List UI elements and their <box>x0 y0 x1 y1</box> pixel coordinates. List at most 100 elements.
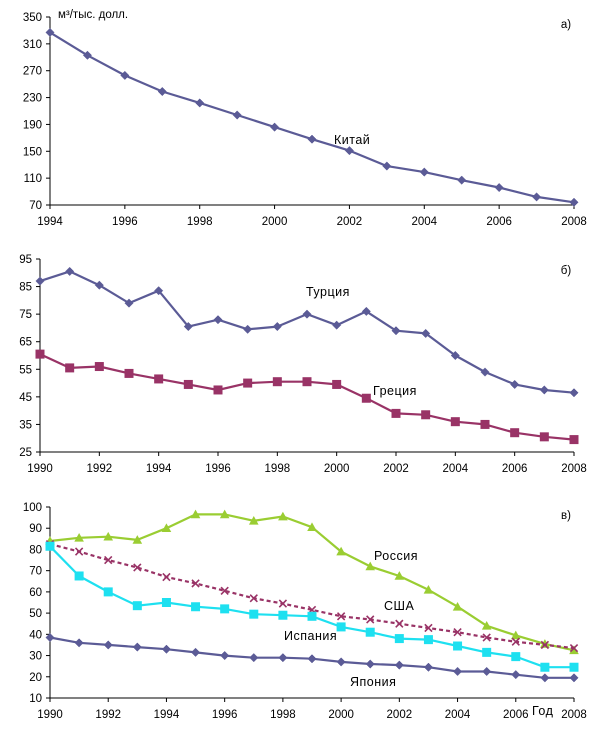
data-point <box>45 632 55 643</box>
x-tick-label: 2008 <box>561 216 587 228</box>
y-tick-label: 100 <box>23 502 42 514</box>
data-point <box>302 309 312 319</box>
y-tick-label: 25 <box>19 447 32 459</box>
series-1 <box>45 27 579 207</box>
x-tick-label: 1996 <box>205 463 231 475</box>
y-tick-label: 310 <box>23 39 42 51</box>
x-tick-label: 1990 <box>37 709 63 721</box>
x-tick-label: 1992 <box>87 463 113 475</box>
x-tick-label: 1994 <box>154 709 180 721</box>
x-tick-label: 1994 <box>146 463 172 475</box>
data-point <box>307 611 317 621</box>
y-tick-label: 20 <box>29 672 42 684</box>
data-point <box>191 647 201 657</box>
data-point <box>103 587 113 597</box>
x-tick-label: 1990 <box>27 463 53 475</box>
data-point <box>74 532 84 542</box>
data-point <box>494 182 504 193</box>
data-point <box>243 324 253 334</box>
data-point <box>45 27 55 37</box>
data-point <box>220 651 230 661</box>
data-point <box>453 628 462 637</box>
data-point <box>133 563 142 572</box>
data-point <box>272 321 282 332</box>
data-point <box>94 362 104 372</box>
series-label: Турция <box>306 285 350 299</box>
data-point <box>94 280 104 290</box>
data-point <box>569 388 579 398</box>
data-point <box>161 523 172 533</box>
x-tick-label: 2004 <box>443 463 469 475</box>
series-label: Китай <box>334 133 370 147</box>
data-point <box>272 377 282 387</box>
data-point <box>332 379 342 389</box>
y-tick-label: 70 <box>29 200 42 212</box>
series-line <box>49 31 575 204</box>
x-tick-label: 1996 <box>212 709 238 721</box>
data-point <box>391 408 401 418</box>
x-tick-label: 2006 <box>502 463 528 475</box>
y-tick-label: 230 <box>23 93 42 105</box>
data-point <box>74 571 84 581</box>
data-point <box>35 276 45 286</box>
data-point <box>195 98 205 108</box>
series-3 <box>45 541 579 672</box>
x-tick-label: 2002 <box>383 463 409 475</box>
data-point <box>482 647 492 657</box>
data-point <box>510 630 521 640</box>
data-point <box>482 633 491 642</box>
data-point <box>270 122 280 132</box>
y-tick-label: 90 <box>29 523 42 535</box>
data-point <box>120 70 130 80</box>
y-tick-label: 190 <box>23 119 42 131</box>
data-point <box>45 541 55 551</box>
data-point <box>532 192 542 202</box>
series-label: США <box>384 599 414 613</box>
series-line <box>49 545 574 669</box>
y-tick-label: 30 <box>29 651 42 663</box>
data-point <box>154 374 164 384</box>
panel-label: а) <box>561 19 571 31</box>
data-point <box>249 594 258 603</box>
y-tick-label: 110 <box>24 173 42 185</box>
data-point <box>510 428 520 438</box>
x-tick-label: 2004 <box>411 216 437 228</box>
data-point <box>307 654 317 664</box>
x-tick-label: 1996 <box>112 216 138 228</box>
data-point <box>191 602 201 612</box>
data-point <box>569 435 579 445</box>
data-point <box>539 432 549 442</box>
data-point <box>482 666 492 677</box>
data-point <box>569 643 579 653</box>
series-2 <box>35 349 579 445</box>
x-tick-label: 2006 <box>486 216 512 228</box>
data-point <box>366 615 375 624</box>
y-tick-label: 85 <box>19 282 32 294</box>
data-point <box>154 286 164 296</box>
data-point <box>190 509 201 519</box>
data-point <box>365 659 375 669</box>
panel-label: в) <box>561 510 571 522</box>
series-label: Япония <box>350 675 396 689</box>
series-1 <box>35 266 579 398</box>
data-point <box>132 642 142 652</box>
data-point <box>213 385 223 395</box>
x-tick-label: 2002 <box>337 216 363 228</box>
data-point <box>540 673 550 683</box>
data-point <box>395 619 404 628</box>
panel-label: б) <box>561 265 572 277</box>
y-tick-label: 60 <box>29 587 42 599</box>
data-point <box>336 612 346 621</box>
x-tick-label: 1992 <box>95 709 121 721</box>
x-tick-label: 2008 <box>561 463 587 475</box>
data-point <box>336 546 346 556</box>
data-point <box>278 610 288 620</box>
data-point <box>183 379 193 389</box>
data-point <box>481 621 492 630</box>
y-tick-label: 350 <box>23 12 42 24</box>
data-point <box>344 146 354 156</box>
data-point <box>219 509 230 519</box>
data-point <box>35 349 45 359</box>
data-point <box>103 640 113 650</box>
